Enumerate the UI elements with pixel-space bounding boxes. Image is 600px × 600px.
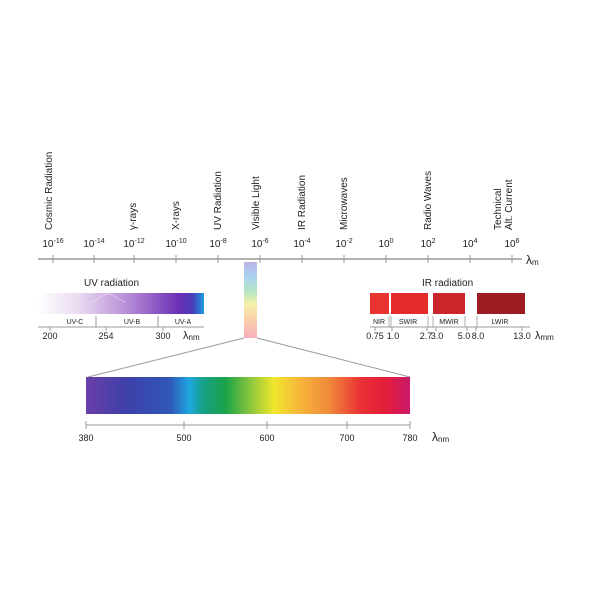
visible-tick-label: 600 — [259, 433, 274, 443]
visible-axis-ticks — [85, 421, 411, 429]
band-labels: Cosmic Radiation γ-rays X-rays UV Radiation… — [44, 152, 515, 230]
uv-tick-label: 200 — [42, 331, 57, 341]
uv-radiation-title: UV radiation — [84, 278, 139, 289]
band-label-line: UV Radiation — [213, 171, 224, 230]
visible-strip — [244, 262, 257, 338]
ir-sub-swir: SWIR — [399, 319, 417, 326]
band-label: Technical Alt. Current — [493, 179, 515, 230]
uv-sub-uvb: UV-B — [124, 319, 141, 326]
visible-tick-label: 700 — [339, 433, 354, 443]
ir-radiation-title: IR radiation — [422, 278, 473, 289]
main-axis-tick-label: 10-12 — [123, 238, 144, 250]
band-label-line: Cosmic Radiation — [44, 152, 55, 230]
band-label: IR Radiation — [297, 175, 308, 230]
main-axis-tick-label: 10-14 — [83, 238, 104, 250]
band-label-line: Technical — [493, 188, 504, 230]
ir-tick-label: 2.7 — [420, 331, 433, 341]
ir-lwir-bar — [477, 293, 525, 314]
uv-band-dividers — [95, 316, 159, 327]
main-axis-tick-label: 106 — [504, 238, 519, 250]
ir-tick-label: 3.0 — [431, 331, 444, 341]
visible-tick-label: 500 — [176, 433, 191, 443]
band-label-line: Visible Light — [251, 176, 262, 230]
visible-unit-label: λnm — [432, 430, 449, 444]
main-axis-tick-label: 104 — [462, 238, 477, 250]
main-axis-tick-label: 100 — [378, 238, 393, 250]
uv-axis-ticks — [49, 327, 164, 331]
ir-sub-mwir: MWIR — [439, 319, 458, 326]
ir-swir-bar — [391, 293, 428, 314]
visible-tick-label: 780 — [402, 433, 417, 443]
main-axis-tick-label: 10-8 — [209, 238, 226, 250]
ir-band-dividers — [388, 316, 478, 327]
ir-tick-label: 13.0 — [513, 331, 531, 341]
visible-zoom-line-right — [256, 337, 411, 378]
band-label: Radio Waves — [423, 171, 434, 230]
ir-unit-label: λmm — [535, 330, 554, 342]
ir-sub-lwir: LWIR — [492, 319, 509, 326]
visible-zoom-line-left — [87, 337, 245, 378]
uv-gradient-bar — [38, 293, 204, 314]
visible-tick-labels: 380 500 600 700 780 — [78, 433, 417, 443]
uv-tick-label: 300 — [155, 331, 170, 341]
visible-spectrum-bar — [86, 377, 410, 414]
uv-tick-label: 254 — [98, 331, 113, 341]
main-axis-ticks — [52, 255, 513, 263]
band-label-line: Microwaves — [339, 177, 350, 230]
main-axis-tick-label: 102 — [420, 238, 435, 250]
band-label-line: Alt. Current — [504, 179, 515, 230]
ir-tick-label: 0.75 — [366, 331, 384, 341]
band-label: Microwaves — [339, 177, 350, 230]
band-label: X-rays — [171, 201, 182, 230]
ir-tick-label: 1.0 — [387, 331, 400, 341]
band-label: γ-rays — [128, 203, 139, 230]
ir-sub-nir: NIR — [373, 319, 385, 326]
band-label-line: IR Radiation — [297, 175, 308, 230]
ir-tick-labels: 0.75 1.0 2.73.0 5.0 8.0 13.0 — [366, 331, 531, 341]
ir-tick-label: 8.0 — [472, 331, 485, 341]
ir-axis-ticks — [374, 327, 523, 331]
band-label-line: X-rays — [171, 201, 182, 230]
uv-tick-labels: 200 254 300 — [42, 331, 170, 341]
ir-nir-bar — [370, 293, 389, 314]
main-axis-tick-label: 10-10 — [165, 238, 186, 250]
main-axis-tick-label: 10-6 — [251, 238, 268, 250]
uv-curve-line — [89, 292, 127, 304]
band-label-line: Radio Waves — [423, 171, 434, 230]
uv-sub-uvc: UV-C — [67, 319, 84, 326]
main-axis-tick-label: 10-4 — [293, 238, 310, 250]
band-label: Visible Light — [251, 176, 262, 230]
main-axis-unit-label: λm — [526, 253, 539, 267]
main-axis-tick-label: 10-16 — [42, 238, 63, 250]
ir-mwir-bar — [433, 293, 465, 314]
ir-tick-label: 5.0 — [458, 331, 471, 341]
band-label: Cosmic Radiation — [44, 152, 55, 230]
band-label-line: γ-rays — [128, 203, 139, 230]
uv-sub-uva: UV-A — [175, 319, 192, 326]
main-axis-tick-labels: 10-16 10-14 10-12 10-10 10-8 10-6 10-4 10-2 100 1… — [42, 238, 519, 250]
main-axis-tick-label: 10-2 — [335, 238, 352, 250]
uv-unit-label: λnm — [183, 330, 200, 342]
band-label: UV Radiation — [213, 171, 224, 230]
visible-tick-label: 380 — [78, 433, 93, 443]
